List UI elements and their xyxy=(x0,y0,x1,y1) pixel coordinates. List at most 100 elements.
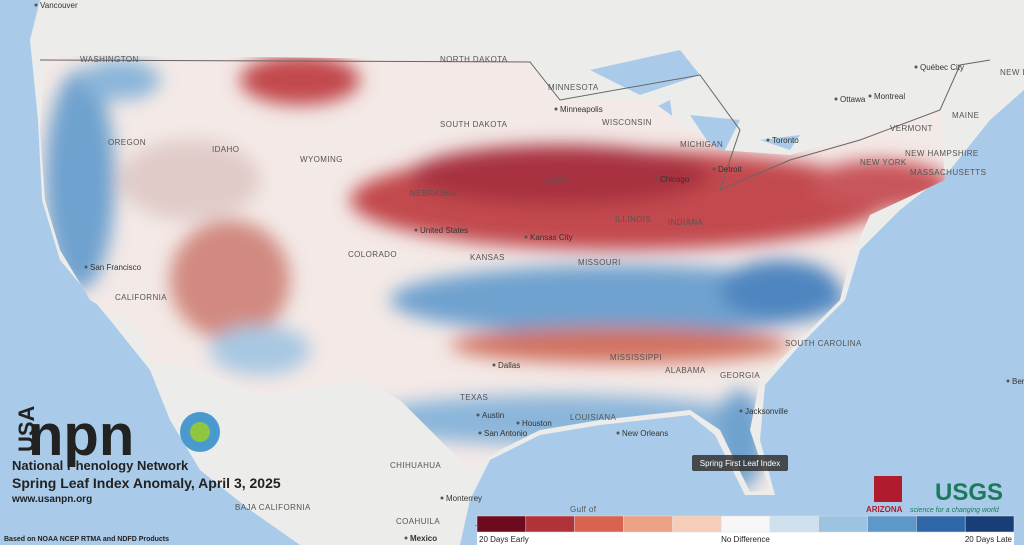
region-label: COAHUILA xyxy=(396,517,440,526)
city-dot xyxy=(516,421,520,425)
city-label: San Francisco xyxy=(90,263,142,272)
region-label: MISSOURI xyxy=(578,258,621,267)
arizona: ARIZONA xyxy=(866,505,903,514)
city-dot xyxy=(654,177,658,181)
city-dot xyxy=(476,413,480,417)
org: National Phenology Network xyxy=(12,458,189,473)
legend-swatch xyxy=(476,515,527,533)
legend-swatch xyxy=(769,515,819,533)
legend-swatch xyxy=(867,515,917,533)
region-label: MICHIGAN xyxy=(680,140,723,149)
border xyxy=(39,59,991,191)
region-label: CALIFORNIA xyxy=(115,293,167,302)
legend-swatch xyxy=(525,515,575,533)
great-lakes xyxy=(590,50,800,185)
city-label: Mexico xyxy=(410,534,437,543)
region-label: SOUTH DAKOTA xyxy=(440,120,508,129)
region-label: VERMONT xyxy=(890,124,933,133)
city-label: Minneapolis xyxy=(560,105,603,114)
region-label: BAJA CALIFORNIA xyxy=(235,503,311,512)
city-label: Jacksonville xyxy=(745,407,789,416)
city-label: Vancouver xyxy=(40,1,78,10)
city-label: Chicago xyxy=(660,175,690,184)
city-label: Kansas City xyxy=(530,233,573,242)
tooltip-box xyxy=(692,455,788,471)
region-label: NEBRASKA xyxy=(410,189,457,198)
city-dot xyxy=(554,107,558,111)
legend-swatch xyxy=(574,515,624,533)
legend-swatch xyxy=(818,515,868,533)
region-label: IOWA xyxy=(544,176,567,185)
region-label: CHIHUAHUA xyxy=(390,461,441,470)
city-dot xyxy=(914,65,918,69)
region-label: ILLINOIS xyxy=(615,215,651,224)
city-dot xyxy=(616,431,620,435)
region-label: MISSISSIPPI xyxy=(610,353,662,362)
region-label: OREGON xyxy=(108,138,146,147)
city-label: Toronto xyxy=(772,136,799,145)
legend-swatch xyxy=(964,515,1015,533)
city-label: Monterrey xyxy=(446,494,482,503)
city-label: Bern xyxy=(1012,377,1024,386)
city-dot xyxy=(34,3,38,7)
city-dot xyxy=(739,409,743,413)
region-label: MINNESOTA xyxy=(548,83,599,92)
city-label: Houston xyxy=(522,419,552,428)
region-label: INDIANA xyxy=(668,218,704,227)
region-label: WYOMING xyxy=(300,155,343,164)
url: www.usanpn.org xyxy=(11,494,92,505)
title: Spring Leaf Index Anomaly, April 3, 2025 xyxy=(12,475,281,491)
region-label: MAINE xyxy=(952,111,979,120)
logo-leaf xyxy=(190,422,210,442)
region-label: WASHINGTON xyxy=(80,55,139,64)
region-label: Gulf of xyxy=(570,505,597,514)
city-dot xyxy=(834,97,838,101)
region-label: TEXAS xyxy=(460,393,488,402)
region-label: NEW YORK xyxy=(860,158,907,167)
region-label: WISCONSIN xyxy=(602,118,652,127)
region-label: GEORGIA xyxy=(720,371,760,380)
legend-swatch xyxy=(623,515,673,533)
source: Based on NOAA NCEP RTMA and NDFD Product… xyxy=(4,536,169,543)
region-label: NORTH DAKOTA xyxy=(440,55,508,64)
region-label: NEW BRUNSWICK xyxy=(1000,68,1024,77)
city-label: Detroit xyxy=(718,165,742,174)
legend-left: 20 Days Early xyxy=(479,535,529,544)
logo-usa: USA xyxy=(14,405,39,452)
region-label: MASSACHUSETTS xyxy=(910,168,986,177)
city-dot xyxy=(712,167,716,171)
city-dot xyxy=(478,431,482,435)
city-label: United States xyxy=(420,226,468,235)
city-dot xyxy=(492,363,496,367)
city-dot xyxy=(404,536,408,540)
region-label: LOUISIANA xyxy=(570,413,617,422)
city-label: Québec City xyxy=(920,63,964,72)
usgs-tagline: science for a changing world xyxy=(910,507,1000,514)
city-dot xyxy=(524,235,528,239)
city-dot xyxy=(766,138,770,142)
legend-swatch xyxy=(720,515,771,533)
city-label: New Orleans xyxy=(622,429,668,438)
city-dot xyxy=(868,94,872,98)
region-label: NEW HAMPSHIRE xyxy=(905,149,979,158)
legend-swatch xyxy=(672,515,722,533)
city-label: Austin xyxy=(482,411,504,420)
city-dot xyxy=(1006,379,1010,383)
region-label: ALABAMA xyxy=(665,366,706,375)
usgs: USGS xyxy=(935,479,1003,506)
region-label: COLORADO xyxy=(348,250,397,259)
tooltip: Spring First Leaf Index xyxy=(700,459,780,468)
region-label: IDAHO xyxy=(212,145,239,154)
legend-center: No Difference xyxy=(721,535,770,544)
region-label: KANSAS xyxy=(470,253,505,262)
city-dot xyxy=(84,265,88,269)
city-label: Montreal xyxy=(874,92,905,101)
city-dot xyxy=(440,496,444,500)
logo-npn: npn xyxy=(28,403,134,468)
city-label: Dallas xyxy=(498,361,520,370)
legend-swatch xyxy=(916,515,966,533)
city-label: San Antonio xyxy=(484,429,528,438)
region-label: SOUTH CAROLINA xyxy=(785,339,862,348)
legend-right: 20 Days Late xyxy=(965,535,1013,544)
